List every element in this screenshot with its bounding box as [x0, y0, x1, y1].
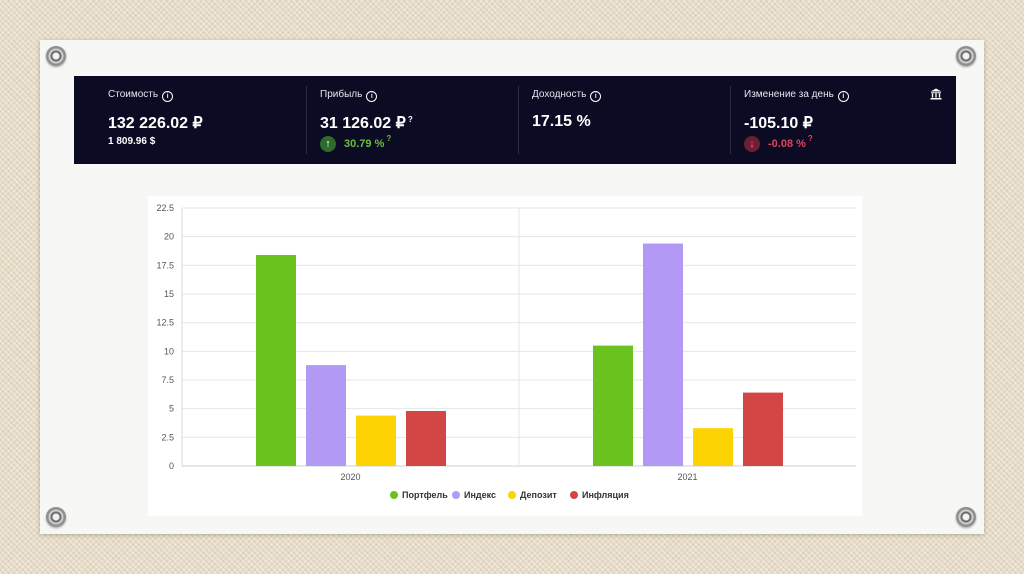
arrow-up-icon: ↑ — [320, 136, 336, 153]
bar-инфляция — [743, 392, 783, 466]
info-icon[interactable]: i — [366, 91, 378, 102]
info-icon[interactable]: i — [162, 91, 174, 102]
y-tick-label: 10 — [164, 346, 174, 356]
x-tick-label: 2020 — [340, 472, 360, 482]
stat-value: -105.10 ₽ — [744, 115, 813, 132]
stat-value-total: Стоимость i 132 226.02 ₽ 1 809.96 $ — [108, 76, 298, 164]
y-tick-label: 12.5 — [156, 318, 174, 328]
stat-value: 17.15 % — [532, 113, 591, 130]
stat-subvalue: 1 809.96 $ — [108, 136, 156, 147]
y-tick-label: 5 — [169, 404, 174, 414]
y-tick-label: 22.5 — [156, 203, 174, 213]
bar-портфель — [593, 345, 633, 466]
legend-marker — [452, 491, 460, 499]
info-icon[interactable]: i — [590, 91, 602, 102]
stat-label: Изменение за день i — [744, 89, 849, 102]
stat-day-change: Изменение за день i -105.10 ₽ ↓ -0.08 %? — [744, 76, 934, 164]
divider — [730, 86, 731, 154]
y-tick-label: 0 — [169, 461, 174, 471]
y-tick-label: 2.5 — [161, 432, 174, 442]
y-tick-label: 7.5 — [161, 375, 174, 385]
y-tick-label: 15 — [164, 289, 174, 299]
help-icon[interactable]: ? — [807, 134, 813, 143]
grommet-bottom-left — [46, 507, 66, 527]
divider — [518, 86, 519, 154]
portfolio-summary-bar: Стоимость i 132 226.02 ₽ 1 809.96 $ Прибы… — [74, 76, 956, 164]
divider — [306, 86, 307, 154]
bar-индекс — [643, 243, 683, 466]
chart-panel: 0 2.5 5 7.5 10 12.5 15 17.5 20 22.5 2020 2021 Портфе… — [148, 196, 862, 516]
legend-marker — [390, 491, 398, 499]
stat-change: ↓ -0.08 %? — [744, 134, 813, 153]
grommet-bottom-right — [956, 507, 976, 527]
bar-индекс — [306, 365, 346, 466]
bar-депозит — [356, 415, 396, 466]
legend-marker — [570, 491, 578, 499]
info-icon[interactable]: i — [837, 91, 849, 102]
stat-label: Прибыль i — [320, 89, 378, 102]
bar-инфляция — [406, 410, 446, 466]
bar-chart: 0 2.5 5 7.5 10 12.5 15 17.5 20 22.5 2020 2021 Портфе… — [156, 203, 856, 500]
legend-marker — [508, 491, 516, 499]
legend-label: Портфель — [402, 490, 448, 500]
y-tick-label: 20 — [164, 232, 174, 242]
y-tick-label: 17.5 — [156, 260, 174, 270]
help-icon[interactable]: ? — [407, 115, 413, 124]
help-icon[interactable]: ? — [386, 134, 392, 143]
stat-label: Стоимость i — [108, 89, 174, 102]
legend-label: Индекс — [464, 490, 496, 500]
arrow-down-icon: ↓ — [744, 136, 760, 153]
grommet-top-left — [46, 46, 66, 66]
legend-label: Депозит — [520, 490, 557, 500]
grommet-top-right — [956, 46, 976, 66]
stat-value: 31 126.02 ₽? — [320, 115, 413, 132]
stat-change: ↑ 30.79 %? — [320, 134, 392, 153]
stat-value: 132 226.02 ₽ — [108, 115, 203, 132]
legend-label: Инфляция — [582, 490, 629, 500]
bar-депозит — [693, 428, 733, 466]
x-tick-label: 2021 — [677, 472, 697, 482]
bank-icon[interactable] — [930, 88, 942, 100]
stat-profit: Прибыль i 31 126.02 ₽? ↑ 30.79 %? — [320, 76, 510, 164]
bar-портфель — [256, 255, 296, 466]
stat-label: Доходность i — [532, 89, 602, 102]
stat-yield: Доходность i 17.15 % — [532, 76, 722, 164]
